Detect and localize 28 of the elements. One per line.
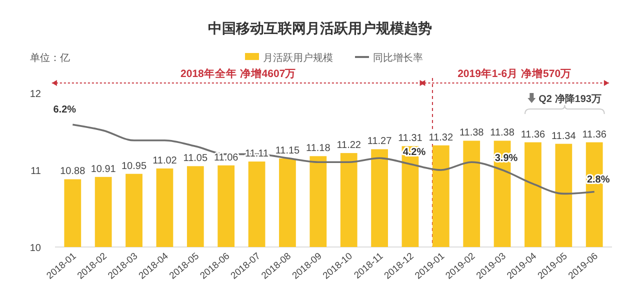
data-label: 11.02 <box>152 155 178 166</box>
legend-label: 同比增长率 <box>373 52 423 64</box>
data-label: 10.88 <box>60 166 86 178</box>
data-label: 11.38 <box>459 128 484 139</box>
data-label: 11.05 <box>183 153 208 164</box>
data-label: 11.38 <box>490 128 515 139</box>
data-label: 11.31 <box>398 133 423 144</box>
legend-label: 月活跃用户规模 <box>263 52 333 64</box>
data-label: 10.91 <box>90 164 116 175</box>
data-label: 11.22 <box>336 140 362 152</box>
y-tick-label: 12 <box>30 89 42 100</box>
data-label: 11.36 <box>520 129 546 140</box>
y-tick-label: 10 <box>30 243 42 254</box>
data-label: 11.06 <box>214 152 239 164</box>
data-label: 11.27 <box>367 136 392 148</box>
annotation: Q2 净降193万 <box>538 93 602 105</box>
text: 2018年全年 净增4607万 <box>180 67 296 80</box>
y-tick-label: 11 <box>30 166 42 177</box>
data-label: 10.95 <box>122 160 147 172</box>
data-label: 11.15 <box>275 145 300 156</box>
y-axis-title: 单位：亿 <box>30 52 70 64</box>
text: 2019年1-6月 净增570万 <box>458 67 572 80</box>
data-label: 11.34 <box>552 130 576 142</box>
data-label: 11.18 <box>306 143 331 154</box>
data-label: 11.32 <box>428 132 454 144</box>
chart-title: 中国移动互联网月活跃用户规模趋势 <box>208 20 432 36</box>
data-label: 6.2% <box>53 104 76 116</box>
data-label: 11.36 <box>582 129 607 140</box>
